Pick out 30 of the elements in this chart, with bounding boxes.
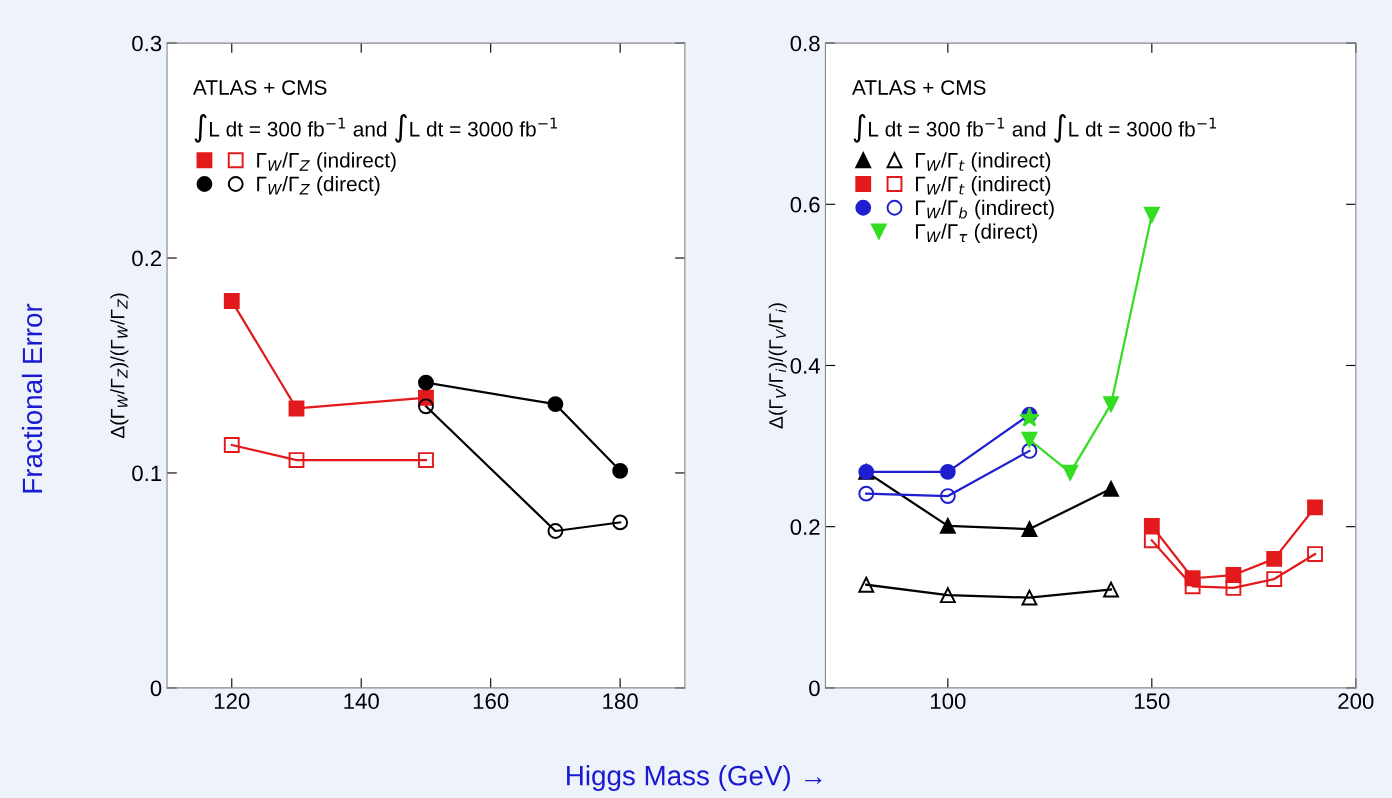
- legend-label: Γ$_{W}$/Γ$_{t}$ (indirect): [915, 152, 1051, 172]
- x-tick-label: 120: [214, 693, 250, 710]
- text: Higgs Mass (GeV) →: [567, 765, 822, 791]
- y-tick-label: 0.1: [132, 465, 162, 482]
- x-tick-label: 140: [344, 693, 379, 710]
- y-tick-label: 0.4: [790, 358, 820, 374]
- y-tick-label: 0.2: [132, 250, 162, 267]
- y-tick-label: 0.3: [132, 35, 162, 52]
- legend-label: Γ$_{W}$/Γ$_{Z}$ (indirect): [257, 152, 396, 172]
- legend-label: Γ$_{W}$/Γ$_{τ}$ (direct): [915, 223, 1038, 243]
- annotation: ATLAS + CMS: [852, 80, 986, 95]
- text: Fractional Error: [21, 303, 43, 493]
- y-tick-label: 0.6: [790, 196, 820, 213]
- y-tick-label: 0.2: [790, 519, 820, 535]
- text: Δ(Γ$_{W}$/Γ$_{Z}$)/(Γ$_{W}$/Γ$_{Z}$): [110, 293, 129, 439]
- y-tick-label: 0.8: [790, 35, 820, 52]
- annotation: ATLAS + CMS: [192, 80, 327, 95]
- annotation: ∫L dt = 300 fb$^{−1}$ and ∫L dt = 3000 fb$^{−1}$: [194, 114, 557, 143]
- x-tick-label: 150: [1134, 693, 1170, 710]
- x-tick-label: 200: [1338, 693, 1374, 710]
- x-tick-label: 100: [931, 693, 966, 710]
- y-tick-label: 0: [809, 680, 820, 697]
- legend-label: Γ$_{W}$/Γ$_{b}$ (indirect): [915, 199, 1054, 220]
- annotation: ∫L dt = 300 fb$^{−1}$ and ∫L dt = 3000 fb$^{−1}$: [853, 114, 1217, 143]
- legend-label: Γ$_{W}$/Γ$_{Z}$ (direct): [257, 176, 380, 196]
- x-tick-label: 180: [603, 693, 638, 710]
- y-tick-label: 0: [150, 680, 162, 697]
- text: Δ(Γ$_{V}$/Γ$_{i}$)/(Γ$_{V}$/Γ$_{i}$): [768, 303, 787, 429]
- legend-label: Γ$_{W}$/Γ$_{t}$ (indirect): [915, 176, 1051, 196]
- x-tick-label: 160: [473, 693, 509, 710]
